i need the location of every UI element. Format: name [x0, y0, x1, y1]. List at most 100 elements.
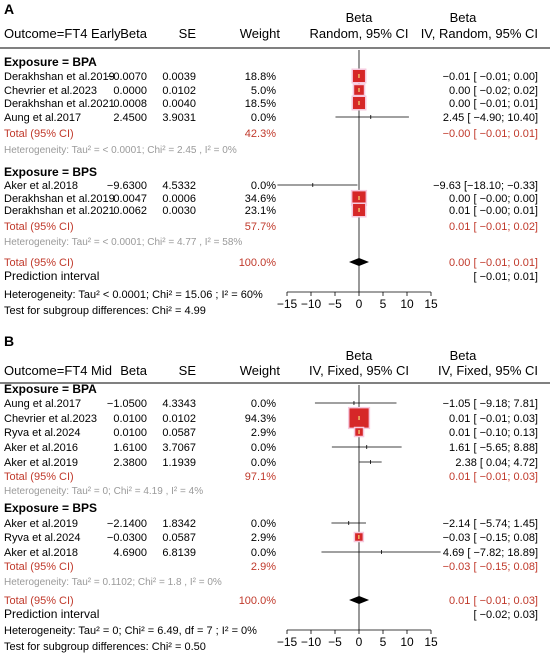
prediction-interval-ci-text: [ −0.01; 0.01]	[473, 271, 538, 283]
study-beta: 0.0000	[113, 85, 147, 97]
study-beta: −1.0500	[107, 398, 147, 410]
study-se: 3.9031	[162, 112, 196, 124]
subgroup-total-weight: 97.1%	[245, 471, 276, 483]
study-weight: 2.9%	[251, 427, 276, 439]
study-name: Chevrier et al.2023	[4, 413, 97, 425]
study-beta: 2.3800	[113, 457, 147, 469]
header-outcome: Outcome=FT4 Early	[4, 26, 121, 41]
study-weight: 0.0%	[251, 112, 276, 124]
overall-heterogeneity: Heterogeneity: Tau² = 0; Chi² = 6.49, df…	[4, 625, 257, 637]
study-name: Derakhshan et al.2019	[4, 71, 115, 83]
subgroup-total-label: Total (95% CI)	[4, 221, 74, 233]
header-weight: Weight	[240, 363, 281, 378]
study-beta: 1.6100	[113, 442, 147, 454]
study-se: 3.7067	[162, 442, 196, 454]
overall-heterogeneity: Heterogeneity: Tau² < 0.0001; Chi² = 15.…	[4, 289, 263, 301]
study-se: 0.0040	[162, 98, 196, 110]
study-beta: 0.0047	[113, 193, 147, 205]
study-se: 1.1939	[162, 457, 196, 469]
study-weight: 0.0%	[251, 547, 276, 559]
header-plot-line1: Beta	[346, 348, 374, 363]
study-name: Derakhshan et al.2021	[4, 98, 115, 110]
x-axis-tick-label: 15	[424, 635, 438, 649]
overall-total-label: Total (95% CI)	[4, 595, 74, 607]
x-axis-tick-label: −5	[328, 297, 342, 311]
subgroup-total-ci-text: −0.00 [ −0.01; 0.01]	[443, 128, 538, 140]
study-weight: 0.0%	[251, 442, 276, 454]
study-ci-text: 2.45 [ −4.90; 10.40]	[443, 112, 538, 124]
study-name: Chevrier et al.2023	[4, 85, 97, 97]
study-weight: 23.1%	[245, 205, 276, 217]
study-name: Aker et al.2019	[4, 518, 78, 530]
study-se: 0.0006	[162, 193, 196, 205]
header-ci-line1: Beta	[450, 348, 478, 363]
subgroup-total-label: Total (95% CI)	[4, 471, 74, 483]
x-axis-tick-label: −10	[301, 635, 322, 649]
header-plot-line2: Random, 95% CI	[310, 26, 409, 41]
study-weight: 0.0%	[251, 398, 276, 410]
study-se: 4.3343	[162, 398, 196, 410]
study-beta: 0.0100	[113, 427, 147, 439]
study-weight: 18.5%	[245, 98, 276, 110]
study-name: Aker et al.2018	[4, 547, 78, 559]
study-weight: 2.9%	[251, 532, 276, 544]
prediction-interval-ci-text: [ −0.02; 0.03]	[473, 609, 538, 621]
header-se: SE	[179, 363, 197, 378]
subgroup-heterogeneity: Heterogeneity: Tau² = < 0.0001; Chi² = 4…	[4, 237, 242, 248]
group-title: Exposure = BPS	[4, 501, 97, 515]
overall-diamond	[349, 596, 370, 604]
study-weight: 94.3%	[245, 413, 276, 425]
subgroup-total-label: Total (95% CI)	[4, 128, 74, 140]
x-axis-tick-label: 0	[356, 297, 363, 311]
x-axis-tick-label: 15	[424, 297, 438, 311]
study-se: 1.8342	[162, 518, 196, 530]
study-name: Aung et al.2017	[4, 398, 81, 410]
study-ci-text: 2.38 [ 0.04; 4.72]	[455, 457, 538, 469]
study-se: 0.0587	[162, 532, 196, 544]
study-name: Derakhshan et al.2021	[4, 205, 115, 217]
subgroup-total-ci-text: −0.03 [ −0.15; 0.08]	[443, 561, 538, 573]
study-ci-text: 0.00 [ −0.01; 0.01]	[449, 98, 538, 110]
prediction-interval-label: Prediction interval	[4, 269, 99, 283]
study-se: 0.0587	[162, 427, 196, 439]
group-title: Exposure = BPS	[4, 165, 97, 179]
study-name: Derakhshan et al.2019	[4, 193, 115, 205]
study-weight: 0.0%	[251, 457, 276, 469]
study-ci-text: 0.00 [ −0.02; 0.02]	[449, 85, 538, 97]
study-beta: −2.1400	[107, 518, 147, 530]
overall-total-label: Total (95% CI)	[4, 257, 74, 269]
subgroup-heterogeneity: Heterogeneity: Tau² = 0.1102; Chi² = 1.8…	[4, 577, 222, 588]
x-axis-tick-label: 10	[400, 297, 414, 311]
study-ci-text: −1.05 [ −9.18; 7.81]	[443, 398, 538, 410]
study-weight: 34.6%	[245, 193, 276, 205]
study-se: 0.0102	[162, 413, 196, 425]
study-ci-text: 0.00 [ −0.00; 0.00]	[449, 193, 538, 205]
study-beta: 0.0008	[113, 98, 147, 110]
subgroup-total-weight: 42.3%	[245, 128, 276, 140]
subgroup-difference-test: Test for subgroup differences: Chi² = 0.…	[4, 641, 206, 653]
header-ci-line1: Beta	[450, 10, 478, 25]
subgroup-difference-test: Test for subgroup differences: Chi² = 4.…	[4, 305, 206, 317]
panel-letter-B: B	[4, 333, 14, 349]
subgroup-total-ci-text: 0.01 [ −0.01; 0.02]	[449, 221, 538, 233]
x-axis-tick-label: −15	[277, 635, 298, 649]
header-beta: Beta	[120, 26, 148, 41]
subgroup-total-weight: 57.7%	[245, 221, 276, 233]
study-beta: −0.0070	[107, 71, 147, 83]
header-plot-line2: IV, Fixed, 95% CI	[309, 363, 409, 378]
x-axis-tick-label: 5	[380, 297, 387, 311]
study-ci-text: −9.63 [−18.10; −0.33]	[433, 180, 538, 192]
study-name: Aung et al.2017	[4, 112, 81, 124]
panel-letter-A: A	[4, 1, 14, 17]
x-axis-tick-label: 5	[380, 635, 387, 649]
study-ci-text: 1.61 [ −5.65; 8.88]	[449, 442, 538, 454]
study-beta: −0.0300	[107, 532, 147, 544]
study-name: Ryva et al.2024	[4, 427, 80, 439]
x-axis-tick-label: 0	[356, 635, 363, 649]
study-weight: 0.0%	[251, 518, 276, 530]
x-axis-tick-label: 10	[400, 635, 414, 649]
study-se: 0.0039	[162, 71, 196, 83]
prediction-interval-label: Prediction interval	[4, 607, 99, 621]
study-se: 6.8139	[162, 547, 196, 559]
subgroup-total-weight: 2.9%	[251, 561, 276, 573]
